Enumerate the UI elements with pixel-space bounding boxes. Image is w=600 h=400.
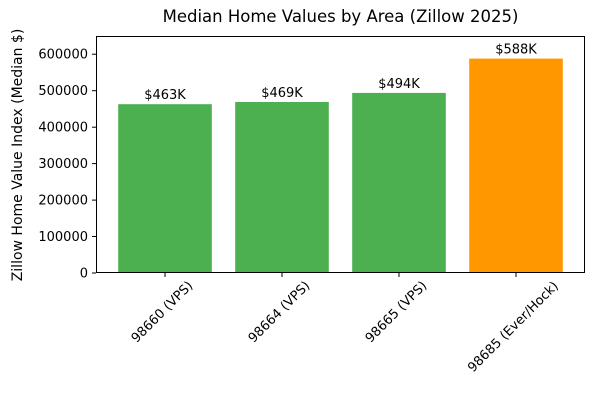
chart-title: Median Home Values by Area (Zillow 2025) — [162, 7, 519, 26]
y-tick-label: 300000 — [38, 157, 88, 172]
bar — [469, 58, 563, 273]
x-tick-label: 98685 (Ever/Hock) — [465, 279, 562, 376]
bar — [352, 92, 446, 274]
plot-border — [96, 36, 585, 273]
x-tick-label: 98660 (VPS) — [129, 279, 197, 347]
x-tick-label: 98665 (VPS) — [363, 279, 431, 347]
y-tick-label: 400000 — [38, 121, 88, 136]
bar-value-label: $463K — [144, 88, 186, 103]
y-tick-label: 200000 — [38, 194, 88, 209]
y-tick-label: 600000 — [38, 48, 88, 63]
y-tick-label: 100000 — [38, 230, 88, 245]
y-tick-label: 500000 — [38, 84, 88, 99]
y-tick-label: 0 — [80, 267, 88, 282]
bar-value-label: $588K — [495, 43, 537, 58]
bar-value-label: $494K — [378, 77, 420, 92]
bar — [235, 102, 329, 273]
bar — [118, 104, 212, 273]
bar-value-label: $469K — [261, 86, 303, 101]
x-tick-label: 98664 (VPS) — [246, 279, 314, 347]
